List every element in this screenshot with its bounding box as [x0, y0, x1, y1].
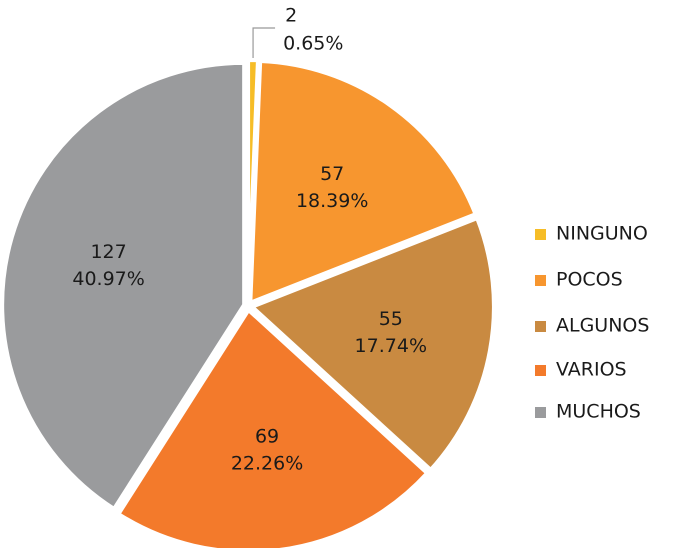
pie-slice [248, 58, 479, 306]
legend-label: POCOS [556, 269, 623, 291]
legend-swatch [535, 321, 546, 332]
pie-slice [115, 306, 431, 548]
slice-percent: 22.26% [231, 452, 303, 474]
legend-label: VARIOS [556, 359, 627, 381]
slice-count: 57 [320, 163, 344, 185]
slice-percent: 18.39% [296, 190, 368, 212]
slice-percent: 17.74% [355, 335, 427, 357]
legend-swatch [535, 229, 546, 240]
legend-swatch [535, 275, 546, 286]
legend-label: MUCHOS [556, 401, 641, 423]
pie-slice [246, 58, 261, 303]
legend-swatch [535, 407, 546, 418]
pie-slice [248, 215, 496, 473]
slice-count: 127 [90, 241, 126, 263]
slice-percent: 0.65% [283, 33, 343, 55]
slice-percent: 40.97% [72, 268, 144, 290]
legend-label: ALGUNOS [556, 315, 649, 337]
pie-slice [0, 60, 247, 512]
legend-swatch [535, 365, 546, 376]
legend-label: NINGUNO [556, 223, 648, 245]
slice-count: 69 [255, 425, 279, 447]
slice-count: 2 [285, 5, 297, 27]
slice-count: 55 [379, 308, 403, 330]
leader-line [252, 27, 276, 59]
